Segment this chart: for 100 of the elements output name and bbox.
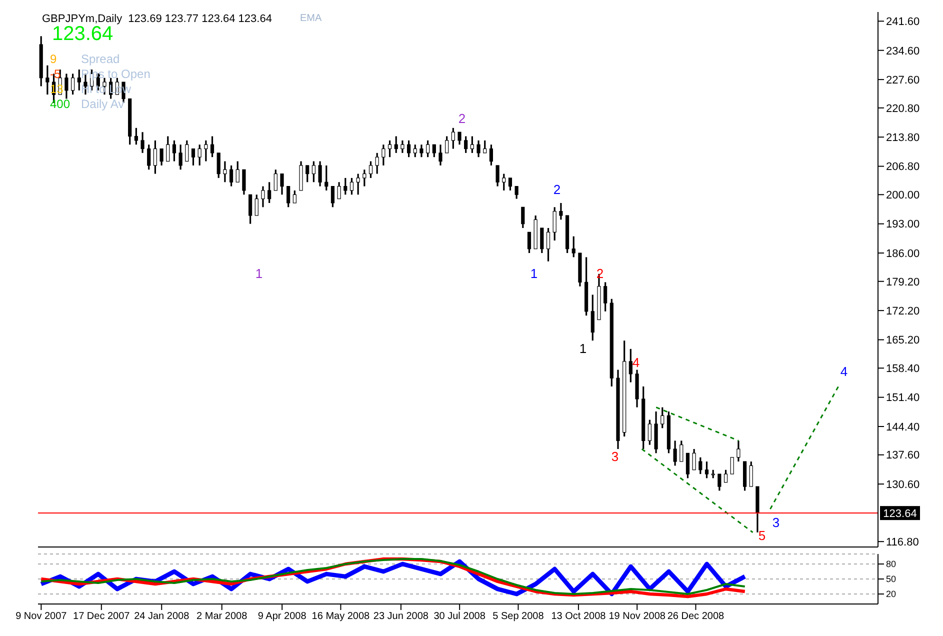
candlestick — [216, 152, 220, 179]
candlestick — [147, 144, 151, 170]
candlestick — [337, 181, 341, 200]
candlestick — [134, 127, 138, 146]
y-tick-label: 193.00 — [886, 218, 920, 231]
y-tick-label: 144.40 — [886, 421, 920, 434]
candlestick — [451, 127, 455, 150]
y-tick-label: 200.00 — [886, 190, 920, 202]
candlestick — [198, 144, 202, 166]
candlestick — [749, 460, 753, 488]
annotation: 1 — [530, 266, 538, 282]
candlestick — [572, 236, 576, 258]
annotation: 2 — [553, 182, 561, 198]
y-tick-label: 130.60 — [886, 478, 920, 491]
candlestick — [261, 186, 265, 208]
annotation: 1 — [579, 340, 587, 356]
candlestick — [178, 144, 182, 170]
candlestick — [464, 135, 468, 154]
candlestick — [680, 440, 684, 462]
x-tick-label: 30 Jul 2008 — [434, 611, 486, 622]
x-tick-label: 19 Nov 2008 — [608, 611, 666, 622]
annotation: 9 — [50, 52, 57, 66]
candlestick — [502, 172, 506, 192]
candlestick — [223, 160, 227, 183]
candlestick — [476, 140, 480, 158]
candlestick — [204, 140, 208, 162]
candlestick — [521, 206, 525, 229]
candlestick — [388, 140, 392, 158]
x-tick-label: 23 Jun 2008 — [373, 611, 429, 622]
candlestick — [736, 440, 740, 462]
y-tick-label: 50 — [886, 574, 896, 584]
candlestick — [458, 131, 462, 146]
x-tick-label: 2 Mar 2008 — [196, 611, 248, 622]
candlestick — [362, 168, 366, 188]
chart-title: GBPJPYm,Daily 123.69 123.77 123.64 123.64 — [42, 13, 272, 25]
candlestick — [426, 140, 430, 158]
candlestick — [229, 164, 234, 188]
candlestick — [318, 160, 322, 188]
candlestick — [432, 144, 436, 158]
candlestick — [330, 186, 335, 208]
y-tick-label: 227.60 — [886, 74, 920, 86]
candlestick — [496, 164, 500, 188]
x-tick-label: 9 Nov 2007 — [16, 611, 68, 622]
candlestick — [268, 181, 272, 204]
candlestick — [730, 457, 734, 474]
candlestick — [698, 456, 702, 475]
candlestick — [400, 140, 404, 154]
candlestick — [382, 144, 386, 166]
candlestick — [704, 460, 709, 479]
candlestick — [292, 190, 296, 204]
annotation: 3 — [772, 514, 780, 530]
y-tick-label: 158.40 — [886, 363, 920, 376]
y-tick-label: 165.20 — [886, 334, 920, 347]
annotation: 2 — [458, 110, 466, 126]
y-tick-label: 234.60 — [886, 45, 920, 58]
annotation: 5 — [758, 528, 766, 544]
candlestick — [527, 231, 532, 254]
candlestick — [718, 473, 722, 492]
candlestick — [686, 452, 690, 479]
candlestick — [280, 172, 284, 196]
candlestick — [552, 206, 556, 242]
candlestick — [546, 227, 550, 262]
candlestick — [590, 294, 594, 342]
y-tick-label: 213.80 — [886, 132, 920, 144]
y-tick-label: 186.00 — [886, 248, 920, 260]
y-tick-label: 137.60 — [886, 450, 920, 462]
y-tick-label: 220.80 — [886, 102, 920, 115]
annotation: Spread — [81, 52, 120, 66]
y-tick-label: 172.20 — [886, 305, 920, 318]
x-tick-label: 26 Dec 2008 — [667, 611, 725, 622]
candlestick — [375, 152, 379, 175]
candlestick — [628, 348, 632, 384]
candlestick — [172, 140, 176, 162]
candlestick — [604, 281, 608, 312]
candlestick — [185, 140, 189, 162]
candlestick — [324, 164, 328, 192]
x-tick-label: 5 Sep 2008 — [492, 611, 544, 622]
candlestick — [306, 164, 310, 183]
annotation: 1 — [255, 266, 263, 282]
candlestick — [673, 440, 677, 466]
candlestick — [514, 186, 518, 200]
candlestick — [559, 202, 563, 220]
candlestick — [692, 448, 696, 471]
candlestick — [46, 64, 50, 96]
candlestick — [312, 160, 316, 183]
candlestick — [248, 194, 252, 225]
candlestick — [242, 168, 246, 196]
y-tick-label: 116.80 — [886, 536, 919, 548]
candlestick — [438, 144, 442, 166]
candlestick — [660, 406, 664, 429]
candlestick — [166, 135, 170, 162]
candlestick — [350, 177, 354, 196]
candlestick — [445, 135, 449, 154]
candlestick — [153, 140, 158, 175]
annotation: 2 — [596, 266, 604, 282]
candlestick — [210, 135, 214, 158]
candlestick — [140, 131, 144, 154]
candlestick — [483, 140, 487, 154]
candlestick — [508, 177, 512, 192]
annotation: EMA — [300, 13, 322, 25]
